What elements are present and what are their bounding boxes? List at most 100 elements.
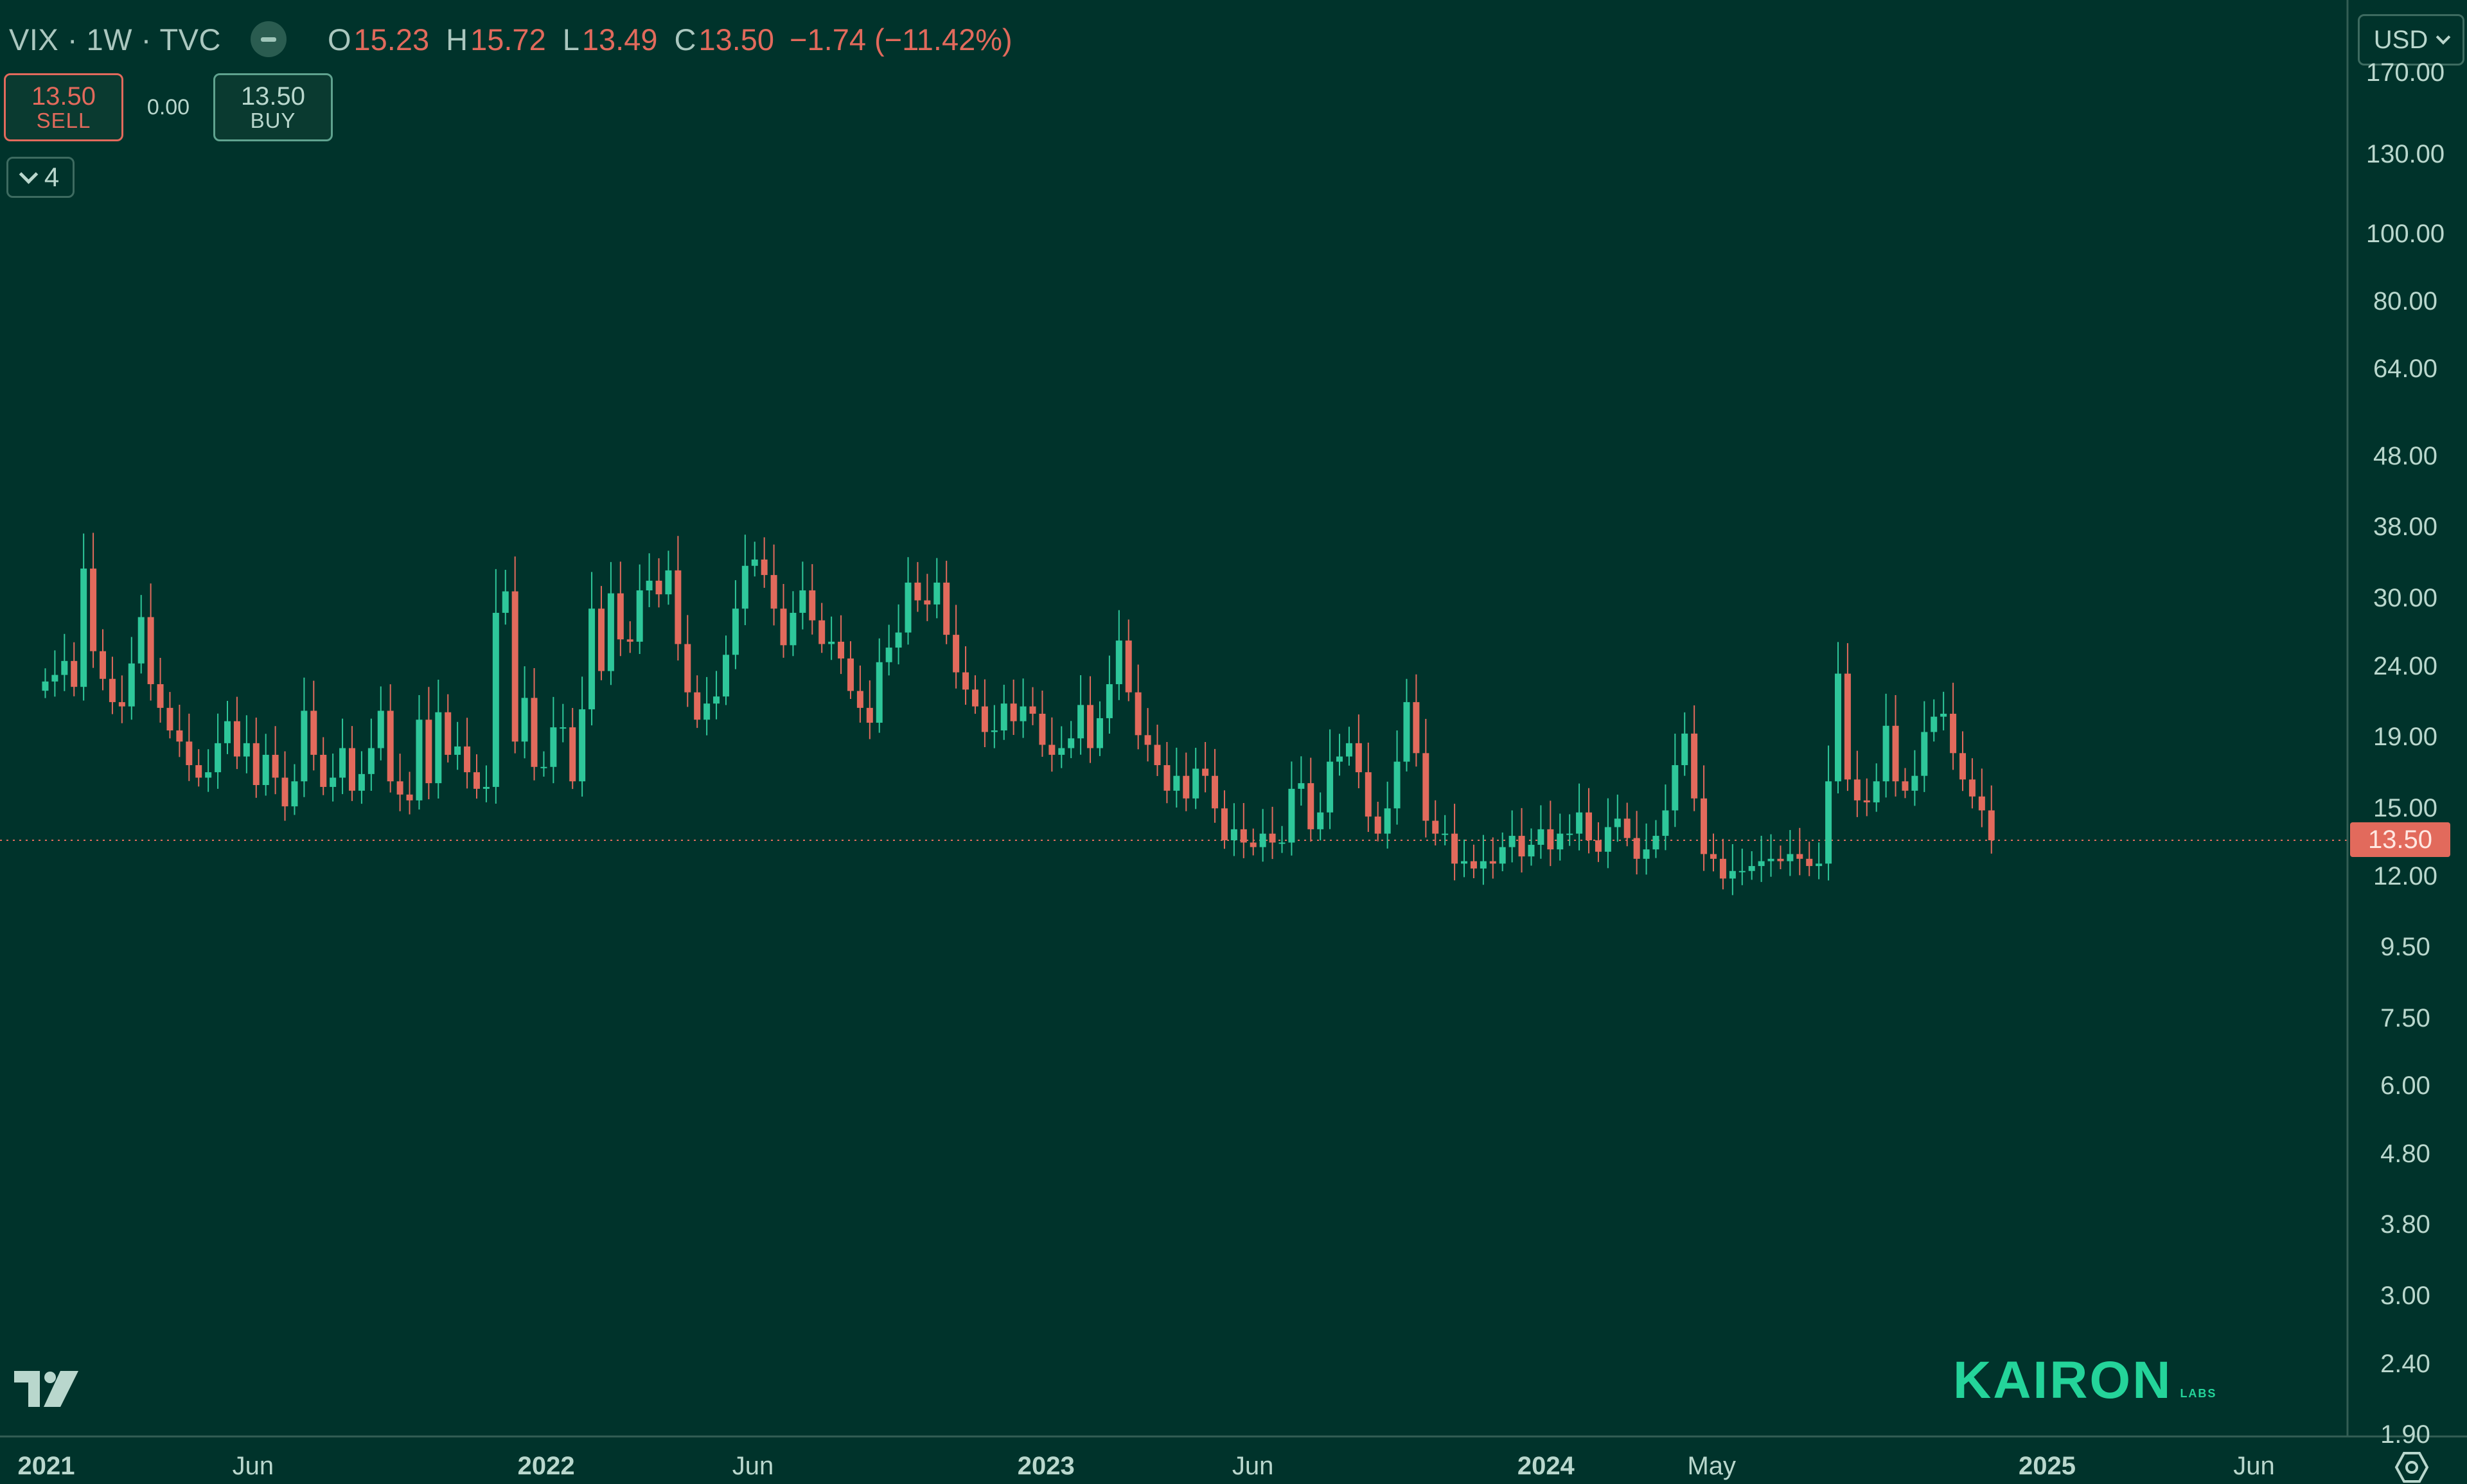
candle-body[interactable] [147, 617, 154, 684]
candle-body[interactable] [301, 711, 308, 782]
candle-body[interactable] [1643, 849, 1650, 859]
candle-body[interactable] [847, 658, 854, 691]
candle-body[interactable] [1719, 858, 1726, 879]
candle-body[interactable] [1240, 829, 1247, 843]
candle-body[interactable] [1508, 836, 1516, 847]
candle-body[interactable] [1106, 684, 1113, 718]
candle-body[interactable] [137, 617, 145, 664]
candle-body[interactable] [1010, 703, 1017, 721]
candle-body[interactable] [1528, 845, 1535, 857]
candle-body[interactable] [1604, 827, 1611, 852]
candle-body[interactable] [1432, 820, 1439, 834]
buy-button[interactable]: 13.50 BUY [213, 73, 333, 141]
candle-body[interactable] [1163, 765, 1171, 791]
candle-body[interactable] [1787, 854, 1794, 861]
candle-body[interactable] [1077, 705, 1084, 739]
candle-body[interactable] [1882, 725, 1889, 782]
candle-body[interactable] [1748, 866, 1755, 871]
candle-body[interactable] [1048, 745, 1056, 755]
candle-body[interactable] [1672, 765, 1679, 811]
candle-body[interactable] [1499, 847, 1506, 864]
candle-body[interactable] [1039, 713, 1046, 745]
candle-body[interactable] [924, 600, 931, 605]
candle-body[interactable] [320, 754, 327, 787]
candle-body[interactable] [531, 698, 538, 767]
tradingview-logo-icon[interactable] [12, 1367, 82, 1412]
candle-body[interactable] [1135, 692, 1142, 736]
candle-body[interactable] [445, 712, 452, 755]
candle-body[interactable] [1595, 840, 1602, 852]
candle-body[interactable] [646, 580, 653, 590]
candle-body[interactable] [1221, 808, 1228, 840]
candle-body[interactable] [914, 582, 921, 601]
candle-body[interactable] [435, 712, 442, 784]
candle-body[interactable] [732, 608, 739, 655]
candle-body[interactable] [1068, 738, 1075, 748]
candle-body[interactable] [1470, 861, 1477, 869]
candle-body[interactable] [713, 696, 720, 704]
candle-body[interactable] [521, 698, 528, 742]
candle-body[interactable] [675, 570, 682, 644]
candle-body[interactable] [1202, 768, 1209, 776]
candle-body[interactable] [655, 580, 662, 595]
candle-body[interactable] [262, 754, 269, 786]
candle-body[interactable] [1537, 829, 1544, 845]
symbol-title[interactable]: VIX · 1W · TVC [9, 22, 221, 57]
candle-body[interactable] [1729, 870, 1736, 879]
candle-body[interactable] [838, 641, 845, 658]
candle-body[interactable] [560, 727, 567, 729]
candle-body[interactable] [684, 644, 691, 693]
candle-body[interactable] [1403, 702, 1410, 762]
candle-body[interactable] [1758, 861, 1765, 867]
candle-body[interactable] [1557, 833, 1564, 850]
candle-body[interactable] [1173, 775, 1180, 791]
candle-body[interactable] [1096, 718, 1103, 748]
candle-body[interactable] [579, 709, 586, 782]
candle-body[interactable] [1115, 640, 1122, 684]
candle-body[interactable] [511, 591, 518, 742]
candle-body[interactable] [1816, 863, 1823, 867]
candle-body[interactable] [1298, 783, 1305, 789]
candle-body[interactable] [550, 727, 557, 767]
candle-body[interactable] [1192, 768, 1199, 799]
candle-body[interactable] [1307, 783, 1314, 829]
candle-body[interactable] [1355, 743, 1362, 773]
candle-body[interactable] [1853, 779, 1861, 800]
candle-body[interactable] [1250, 842, 1257, 847]
candle-body[interactable] [866, 707, 873, 723]
candle-body[interactable] [1873, 781, 1880, 802]
candle-body[interactable] [1345, 743, 1352, 757]
candle-body[interactable] [109, 678, 116, 702]
sell-button[interactable]: 13.50 SELL [4, 73, 123, 141]
candle-body[interactable] [1701, 798, 1708, 854]
candle-body[interactable] [1825, 781, 1832, 864]
candle-body[interactable] [80, 569, 87, 687]
candle-body[interactable] [1183, 775, 1190, 799]
candle-body[interactable] [780, 608, 787, 646]
candle-body[interactable] [51, 675, 58, 682]
candle-body[interactable] [243, 743, 250, 757]
candle-body[interactable] [799, 590, 806, 613]
candle-body[interactable] [166, 707, 173, 730]
candle-body[interactable] [626, 639, 633, 642]
candle-body[interactable] [71, 660, 78, 687]
candle-body[interactable] [281, 777, 288, 807]
candle-body[interactable] [1566, 833, 1573, 835]
candle-body[interactable] [1911, 775, 1918, 791]
candle-body[interactable] [502, 591, 509, 613]
candle-body[interactable] [157, 684, 164, 708]
candle-body[interactable] [90, 569, 97, 651]
candle-body[interactable] [1000, 703, 1007, 730]
candle-body[interactable] [1393, 761, 1401, 809]
candle-body[interactable] [856, 691, 863, 708]
candle-body[interactable] [1777, 858, 1784, 861]
candle-body[interactable] [339, 748, 346, 778]
candle-body[interactable] [1288, 788, 1295, 843]
candle-body[interactable] [1968, 779, 1976, 797]
candle-body[interactable] [1844, 673, 1851, 780]
candle-body[interactable] [943, 582, 950, 635]
candle-body[interactable] [971, 689, 978, 707]
plot-area[interactable] [0, 533, 2348, 896]
candle-body[interactable] [991, 730, 998, 732]
candle-body[interactable] [367, 748, 375, 774]
